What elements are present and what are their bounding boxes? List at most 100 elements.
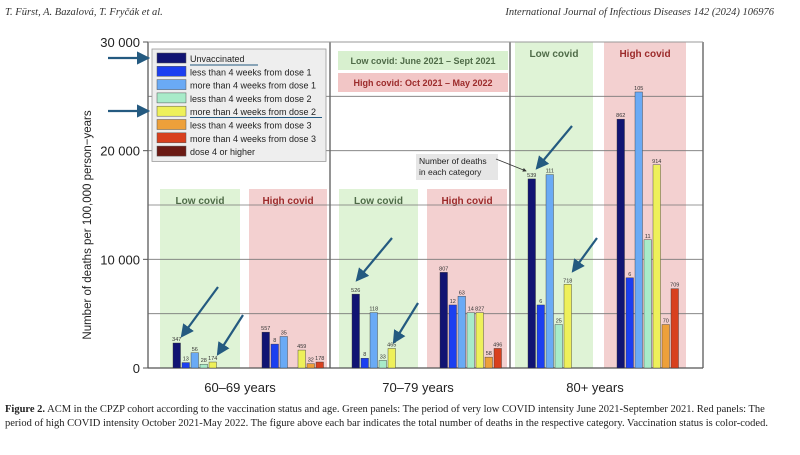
period-legend-swatch <box>338 73 508 92</box>
bar-death-count: 496 <box>493 342 502 348</box>
bar-death-count: 12 <box>450 299 456 305</box>
bar-less-than-4-weeks-from-dose-1 <box>625 277 634 369</box>
bar-death-count: 914 <box>652 159 661 165</box>
bar-more-than-4-weeks-from-dose-3 <box>315 361 324 369</box>
period-legend-label: Low covid: June 2021 – Sept 2021 <box>350 56 495 66</box>
bar-more-than-4-weeks-from-dose-1 <box>634 91 643 369</box>
period-legend-label: High covid: Oct 2021 – May 2022 <box>353 78 492 88</box>
legend-entry-label: more than 4 weeks from dose 1 <box>190 81 316 91</box>
bar-more-than-4-weeks-from-dose-1 <box>545 174 554 369</box>
legend-swatch <box>156 119 187 130</box>
bar-unvaccinated <box>172 342 181 369</box>
bar-death-count: 32 <box>308 358 314 364</box>
bar-death-count: 347 <box>172 337 181 343</box>
bar-death-count: 8 <box>363 352 366 358</box>
bar-death-count: 6 <box>628 272 631 278</box>
bar-death-count: 807 <box>439 266 448 272</box>
legend-entry-label: less than 4 weeks from dose 2 <box>190 94 312 104</box>
panel-label-low: Low covid <box>176 196 225 207</box>
highlight-arrow <box>392 302 419 344</box>
highlight-arrow <box>216 314 244 356</box>
panel-label-high: High covid <box>441 196 492 207</box>
x-category-label: 60–69 years <box>204 380 276 395</box>
bar-less-than-4-weeks-from-dose-3 <box>484 356 493 369</box>
figure-2-chart: Low covid High covid Low covid High covid Lo… <box>82 35 704 395</box>
bar-less-than-4-weeks-from-dose-2 <box>554 324 563 369</box>
bar-unvaccinated <box>351 293 360 369</box>
bar-death-count: 111 <box>546 169 554 175</box>
legend-entry-label: Unvaccinated <box>190 54 245 64</box>
bar-less-than-4-weeks-from-dose-1 <box>536 304 545 369</box>
running-header-authors: T. Fürst, A. Bazalová, T. Fryčák et al. <box>5 7 163 18</box>
y-tick-label: 30 000 <box>100 35 140 50</box>
bar-less-than-4-weeks-from-dose-1 <box>270 343 279 369</box>
bar-death-count: 63 <box>459 290 465 296</box>
legend-swatch <box>156 52 187 64</box>
bar-death-count: 35 <box>281 330 287 336</box>
bar-less-than-4-weeks-from-dose-2 <box>643 239 652 369</box>
annotation-box <box>416 154 498 180</box>
bar-death-count: 526 <box>351 288 360 294</box>
bar-death-count: 14 <box>468 307 474 313</box>
legend-swatch <box>156 79 187 90</box>
legend-swatch <box>156 145 187 157</box>
highlight-arrow <box>535 125 573 170</box>
bar-more-than-4-weeks-from-dose-2 <box>297 349 306 369</box>
bar-death-count: 827 <box>475 307 484 313</box>
y-tick-label: 10 000 <box>100 252 140 267</box>
legend-entry-label: more than 4 weeks from dose 3 <box>190 134 316 144</box>
legend-entry-label: less than 4 weeks from dose 3 <box>190 121 312 131</box>
bar-death-count: 6 <box>539 299 542 305</box>
period-legend-swatch <box>338 51 508 70</box>
bar-less-than-4-weeks-from-dose-1 <box>181 362 190 369</box>
y-tick-label: 20 000 <box>100 144 140 159</box>
bar-death-count: 178 <box>315 356 324 362</box>
bar-unvaccinated <box>616 118 625 369</box>
bar-death-count: 709 <box>670 283 679 289</box>
bar-death-count: 539 <box>527 173 536 179</box>
bar-death-count: 28 <box>201 358 207 364</box>
legend-swatch <box>156 92 187 104</box>
bar-more-than-4-weeks-from-dose-2 <box>563 284 572 369</box>
legend-box <box>151 48 327 162</box>
bar-less-than-4-weeks-from-dose-2 <box>466 312 475 369</box>
legend-swatch <box>156 105 187 117</box>
caption-label: Figure 2. <box>5 404 46 415</box>
bar-death-count: 70 <box>663 319 669 325</box>
highlight-arrow <box>180 286 219 338</box>
bar-death-count: 862 <box>616 113 625 119</box>
bar-less-than-4-weeks-from-dose-3 <box>306 363 315 369</box>
bar-less-than-4-weeks-from-dose-1 <box>360 358 369 369</box>
annotation-pointer <box>495 158 527 172</box>
highlight-arrow <box>355 237 393 282</box>
bar-more-than-4-weeks-from-dose-1 <box>457 296 466 369</box>
legend-entry-label: less than 4 weeks from dose 1 <box>190 67 312 77</box>
legend-entry-label: more than 4 weeks from dose 2 <box>190 107 316 117</box>
bar-more-than-4-weeks-from-dose-3 <box>493 348 502 369</box>
figure-caption: Figure 2. ACM in the CPZP cohort accordi… <box>5 403 780 431</box>
bar-death-count: 118 <box>369 307 378 313</box>
bar-more-than-4-weeks-from-dose-2 <box>208 361 217 369</box>
bar-unvaccinated <box>439 272 448 369</box>
x-category-label: 80+ years <box>566 380 624 395</box>
bar-more-than-4-weeks-from-dose-2 <box>387 348 396 369</box>
bar-death-count: 459 <box>297 344 306 350</box>
legend-swatch <box>156 132 187 144</box>
y-axis-label: Number of deaths per 100,000 person−year… <box>82 110 94 339</box>
bar-death-count: 58 <box>486 351 492 357</box>
panel-label-low: Low covid <box>354 196 403 207</box>
bar-less-than-4-weeks-from-dose-2 <box>378 360 387 369</box>
period-panel-high <box>249 189 327 368</box>
x-category-label: 70–79 years <box>382 380 454 395</box>
annotation-text-line1: Number of deaths <box>419 156 487 166</box>
highlight-arrow <box>571 237 598 273</box>
period-panel-low <box>160 189 240 368</box>
bar-death-count: 174 <box>208 356 217 362</box>
panel-label-high: High covid <box>619 49 670 60</box>
y-tick-label: 0 <box>133 361 140 376</box>
bar-death-count: 465 <box>387 342 396 348</box>
bar-death-count: 11 <box>645 234 651 240</box>
bar-more-than-4-weeks-from-dose-2 <box>475 312 484 369</box>
bar-death-count: 8 <box>273 338 276 344</box>
bar-death-count: 13 <box>183 357 189 363</box>
